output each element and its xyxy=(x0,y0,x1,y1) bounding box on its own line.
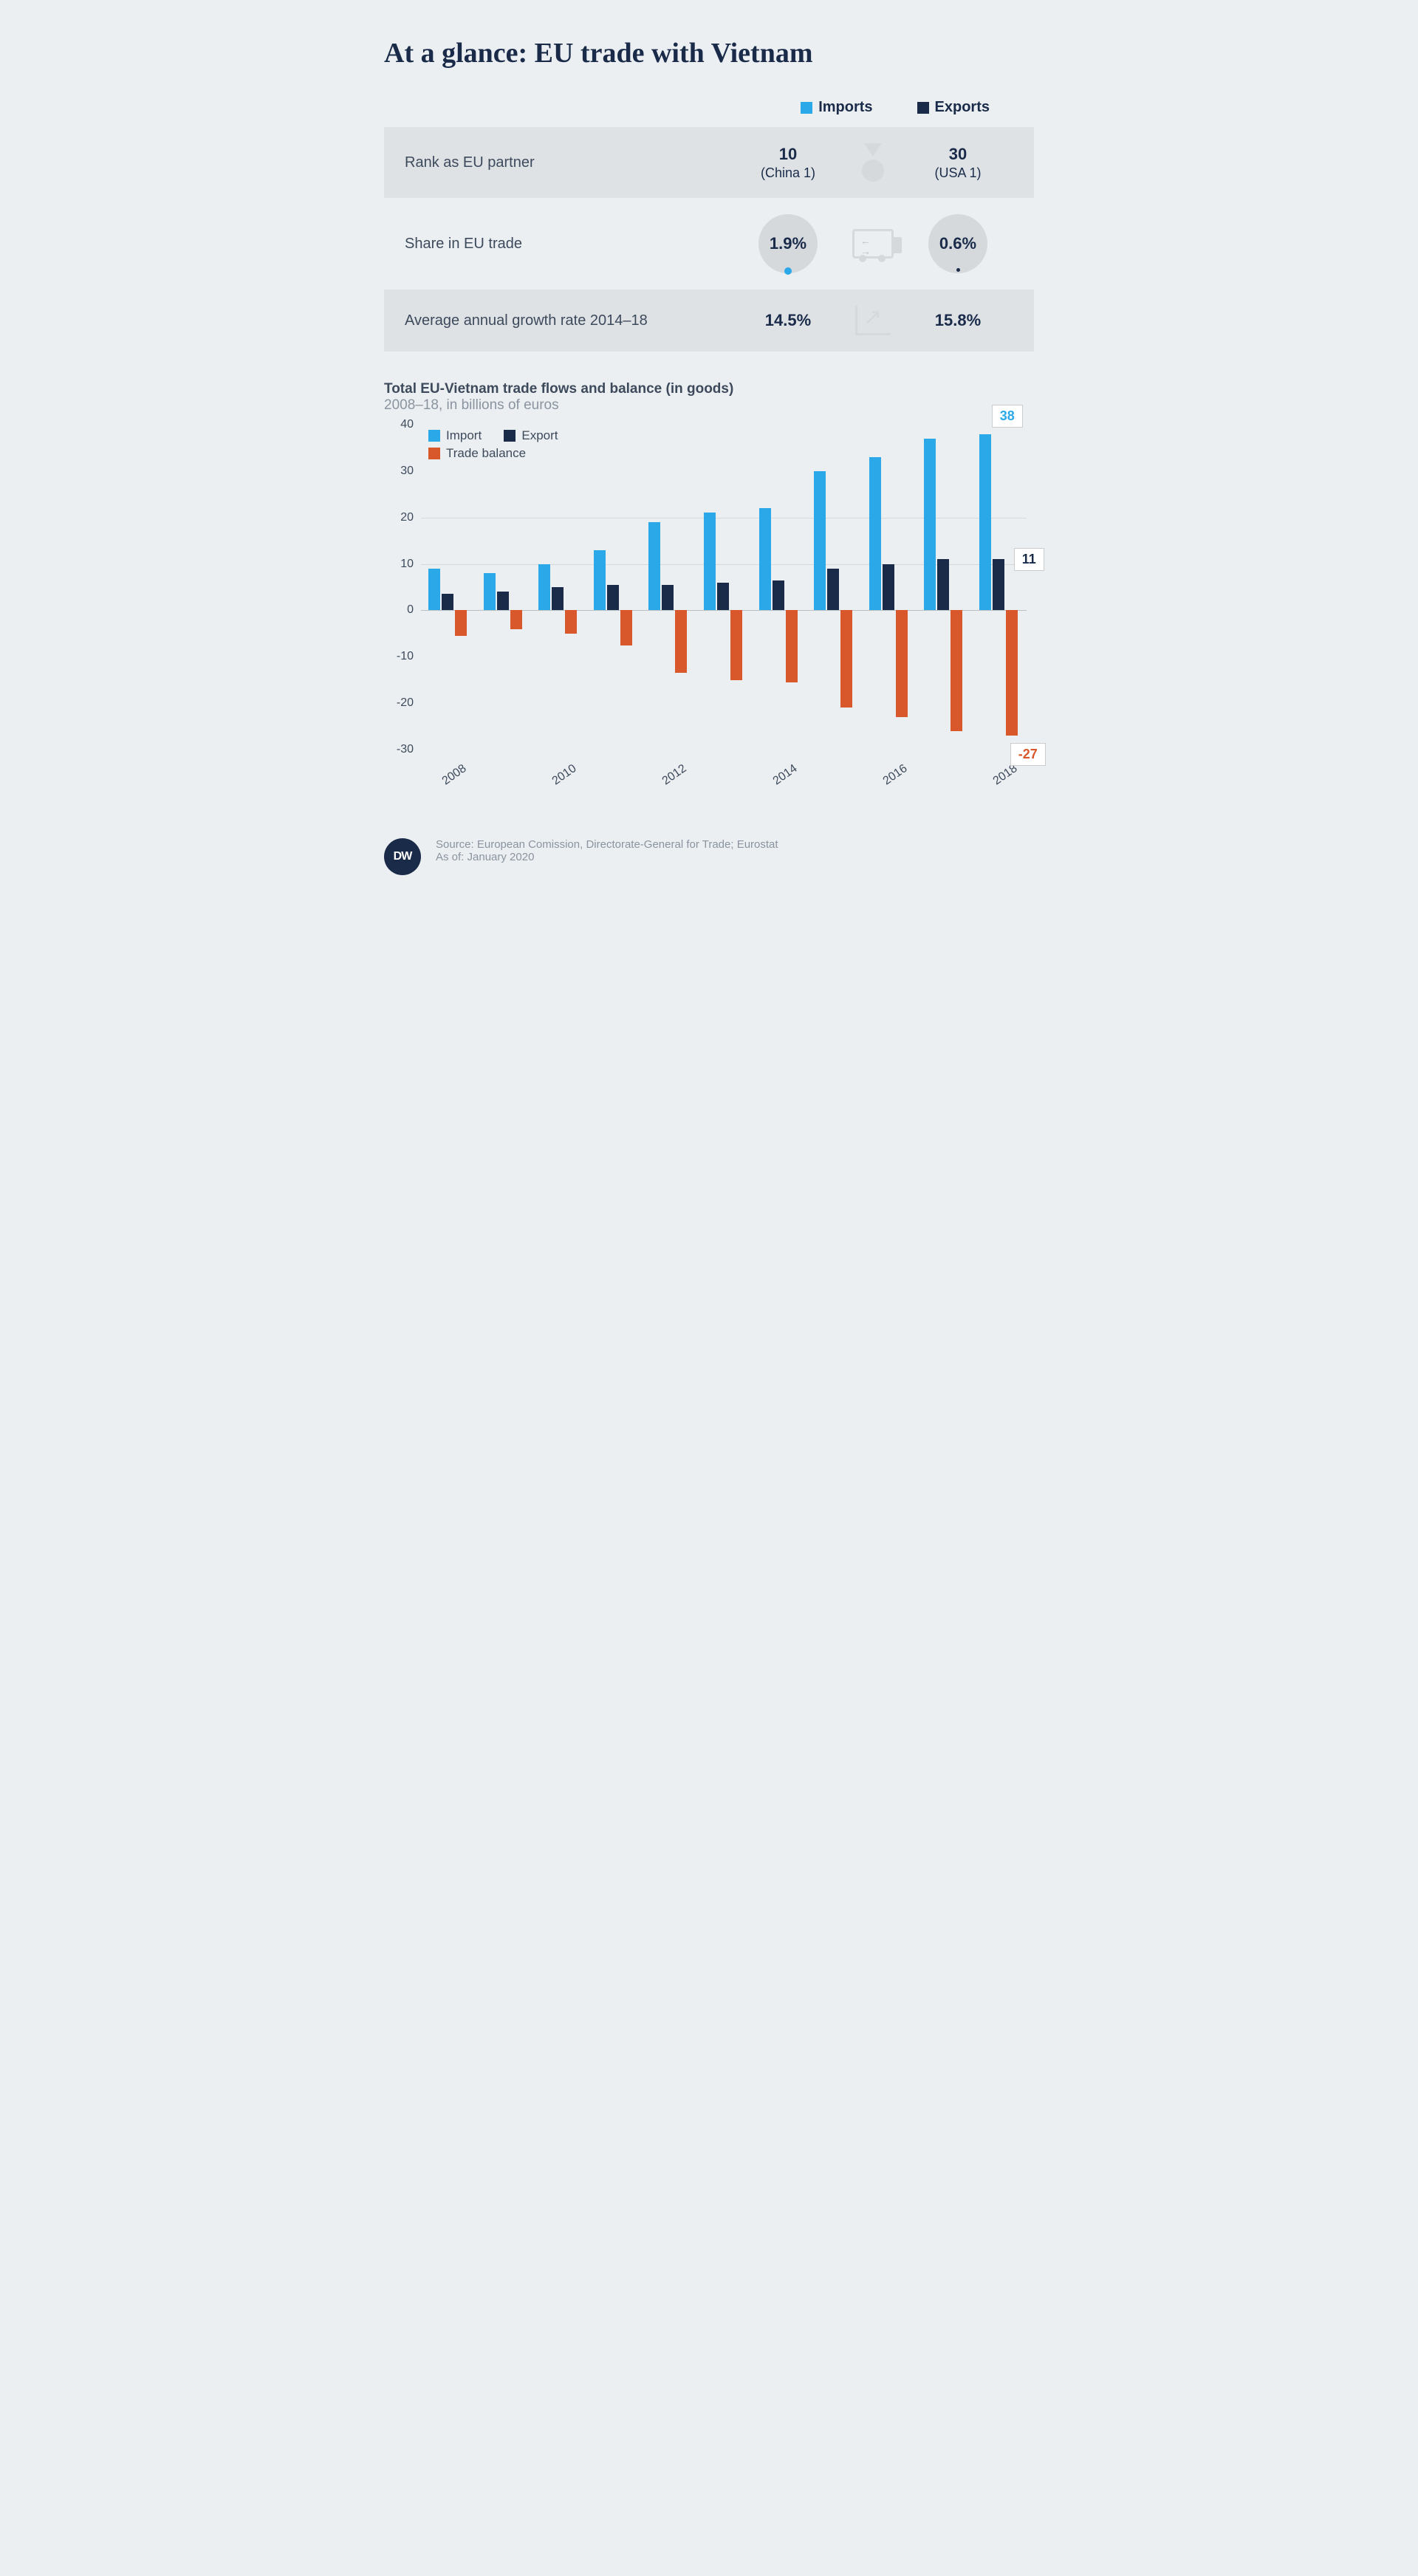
bar xyxy=(538,564,550,611)
legend-exports: Exports xyxy=(917,99,990,116)
stats-table: Rank as EU partner10(China 1) 30(USA 1) Sh… xyxy=(384,127,1034,352)
row-label: Rank as EU partner xyxy=(405,154,733,171)
legend-top: Imports Exports xyxy=(384,99,1034,116)
row-label: Share in EU trade xyxy=(405,236,733,253)
bar xyxy=(510,610,522,628)
bar xyxy=(896,610,908,717)
footer: DW Source: European Comission, Directora… xyxy=(384,838,1034,875)
truck-icon: ←→ xyxy=(843,229,902,258)
bar xyxy=(594,550,606,611)
growth-icon xyxy=(843,306,902,335)
chart-legend: Import Export Trade balance xyxy=(428,428,558,464)
bar xyxy=(883,564,894,611)
y-axis-label: 10 xyxy=(384,558,414,571)
y-axis-label: 20 xyxy=(384,511,414,524)
export-value: 30(USA 1) xyxy=(902,145,1013,181)
bar xyxy=(730,610,742,679)
chart-subtitle: 2008–18, in billions of euros xyxy=(384,397,1034,414)
y-axis-label: -30 xyxy=(384,743,414,756)
y-axis-label: 30 xyxy=(384,465,414,478)
bar xyxy=(993,559,1004,610)
bar xyxy=(675,610,687,673)
bar xyxy=(565,610,577,633)
x-axis-label: 2018 xyxy=(990,762,1019,788)
bar xyxy=(717,583,729,611)
row-label: Average annual growth rate 2014–18 xyxy=(405,312,733,329)
bar xyxy=(552,587,564,610)
bar xyxy=(428,569,440,611)
table-row: Rank as EU partner10(China 1) 30(USA 1) xyxy=(384,127,1034,198)
export-bubble: 0.6% xyxy=(902,214,1013,273)
bar xyxy=(773,580,784,611)
bar xyxy=(924,439,936,611)
infographic-card: At a glance: EU trade with Vietnam Impor… xyxy=(354,0,1064,905)
callout: 38 xyxy=(992,405,1023,428)
table-row: Average annual growth rate 2014–1814.5% 1… xyxy=(384,290,1034,352)
bar xyxy=(497,592,509,610)
import-bubble: 1.9% xyxy=(733,214,843,273)
bar xyxy=(759,508,771,610)
plot-area: -30-20-100102030402008201020122014201620… xyxy=(421,425,1027,750)
x-axis-label: 2012 xyxy=(660,762,689,788)
export-value: 15.8% xyxy=(902,311,1013,330)
title: At a glance: EU trade with Vietnam xyxy=(384,37,1034,69)
bar xyxy=(1006,610,1018,736)
import-value: 10(China 1) xyxy=(733,145,843,181)
callout: -27 xyxy=(1010,743,1046,766)
bar xyxy=(827,569,839,611)
balance-swatch xyxy=(428,448,440,459)
x-axis-label: 2014 xyxy=(770,762,799,788)
x-axis-label: 2016 xyxy=(880,762,909,788)
chart-title: Total EU-Vietnam trade flows and balance… xyxy=(384,381,1034,397)
callout: 11 xyxy=(1014,548,1044,571)
y-axis-label: 0 xyxy=(384,603,414,617)
bar xyxy=(869,457,881,610)
y-axis-label: -20 xyxy=(384,696,414,710)
chart-section: Total EU-Vietnam trade flows and balance… xyxy=(384,381,1034,794)
bar xyxy=(840,610,852,708)
bar xyxy=(979,434,991,611)
bar xyxy=(455,610,467,636)
export-swatch xyxy=(504,430,516,442)
import-swatch xyxy=(428,430,440,442)
bar xyxy=(484,573,496,610)
legend-imports: Imports xyxy=(801,99,872,116)
x-axis-label: 2010 xyxy=(550,762,579,788)
x-axis-label: 2008 xyxy=(440,762,469,788)
exports-swatch xyxy=(917,102,929,114)
bar xyxy=(442,594,453,610)
bar xyxy=(951,610,962,730)
y-axis-label: 40 xyxy=(384,418,414,431)
bar xyxy=(704,513,716,610)
bar xyxy=(814,471,826,611)
bar xyxy=(648,522,660,610)
table-row: Share in EU trade1.9%←→0.6% xyxy=(384,198,1034,290)
medal-icon xyxy=(843,143,902,182)
y-axis-label: -10 xyxy=(384,650,414,663)
footer-text: Source: European Comission, Directorate-… xyxy=(436,838,778,863)
imports-swatch xyxy=(801,102,812,114)
chart: Import Export Trade balance -30-20-10010… xyxy=(384,425,1034,794)
import-value: 14.5% xyxy=(733,311,843,330)
bar xyxy=(620,610,632,645)
bar xyxy=(607,585,619,611)
bar xyxy=(662,585,674,611)
bar xyxy=(937,559,949,610)
dw-logo-icon: DW xyxy=(384,838,421,875)
bar xyxy=(786,610,798,682)
